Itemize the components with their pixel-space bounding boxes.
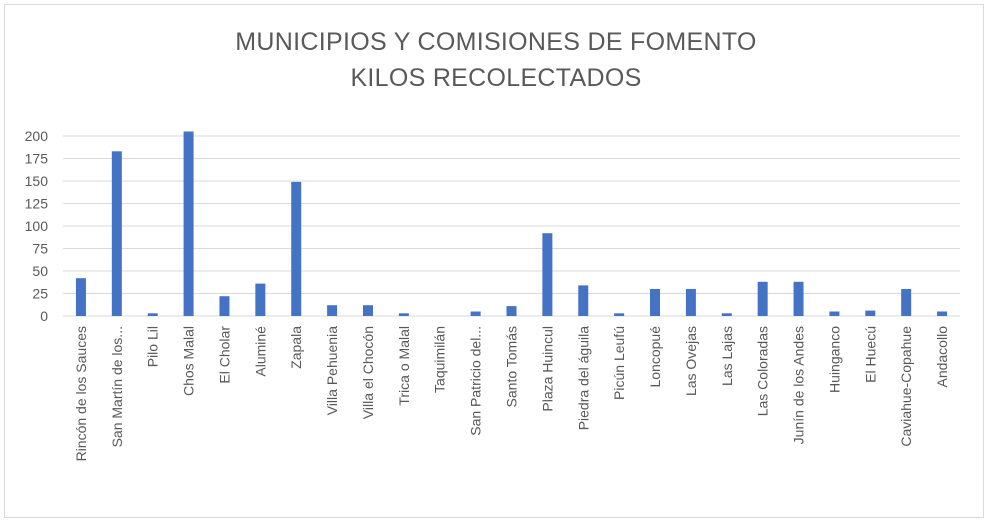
x-tick-label: Loncopué [647, 326, 663, 388]
bar [829, 311, 840, 316]
x-tick-label: San Patricio del... [468, 326, 484, 436]
bar [614, 313, 625, 316]
x-tick-label: Picún Leufú [611, 326, 627, 400]
x-tick-label: Zapala [288, 326, 304, 369]
gridlines [63, 135, 960, 317]
bar [183, 131, 194, 316]
x-tick-label: Junín de los Andes [791, 326, 807, 444]
x-axis-labels: Rincón de los Sauces San Martín de los...… [73, 326, 950, 462]
x-tick-label: Las Coloradas [755, 326, 771, 416]
x-tick-label: Pilo Lil [145, 326, 161, 367]
x-tick-label: San Martín de los... [109, 326, 125, 447]
bar [255, 283, 266, 316]
y-tick-label: 25 [32, 286, 48, 302]
x-tick-label: Huinganco [826, 326, 842, 393]
bar [470, 311, 481, 316]
x-tick-label: Taquimilán [432, 326, 448, 393]
bar [757, 281, 768, 316]
x-tick-label: Santo Tomás [504, 326, 520, 407]
y-tick-label: 150 [25, 173, 49, 189]
bar [506, 306, 517, 316]
bar [793, 281, 804, 316]
x-tick-label: Andacollo [934, 326, 950, 388]
chart-title-line-1: MUNICIPIOS Y COMISIONES DE FOMENTO [235, 28, 757, 56]
bar [111, 151, 122, 316]
x-tick-label: El Huecú [862, 326, 878, 383]
bar [650, 289, 661, 316]
y-tick-label: 125 [25, 196, 49, 212]
chart-title-line-2: KILOS RECOLECTADOS [350, 64, 642, 92]
bar [147, 313, 158, 316]
bar [398, 313, 409, 316]
x-tick-label: Villa Pehuenia [324, 326, 340, 415]
bar [865, 310, 876, 316]
x-tick-label: Villa el Chocón [360, 326, 376, 419]
y-tick-label: 200 [25, 128, 49, 144]
x-tick-label: Las Ovejas [683, 326, 699, 396]
bar [721, 313, 732, 316]
bar [219, 296, 230, 316]
y-tick-label: 75 [32, 241, 48, 257]
bar [578, 285, 589, 316]
x-tick-label: Piedra del águila [575, 326, 591, 431]
x-tick-label: Chos Malal [181, 326, 197, 396]
bar [327, 305, 338, 316]
y-tick-label: 50 [32, 263, 48, 279]
y-tick-label: 0 [40, 308, 48, 324]
bar [542, 233, 553, 316]
y-axis-ticks: 0 25 50 75 100 125 150 175 200 [25, 128, 49, 324]
y-tick-label: 100 [25, 218, 49, 234]
x-tick-label: Aluminé [252, 326, 268, 377]
bar [75, 278, 86, 316]
x-tick-label: Las Lajas [719, 326, 735, 386]
bar [291, 181, 302, 316]
x-tick-label: Rincón de los Sauces [73, 326, 89, 461]
bar [937, 311, 948, 316]
bar [362, 305, 373, 316]
x-tick-label: Caviahue-Copahue [898, 326, 914, 447]
y-tick-label: 175 [25, 151, 49, 167]
x-tick-label: El Cholar [216, 326, 232, 384]
bar [901, 289, 912, 316]
x-tick-label: Plaza Huincul [539, 326, 555, 412]
chart-frame [4, 4, 984, 518]
bars [75, 131, 948, 316]
x-tick-label: Trica o Malal [396, 326, 412, 406]
bar [685, 289, 696, 316]
